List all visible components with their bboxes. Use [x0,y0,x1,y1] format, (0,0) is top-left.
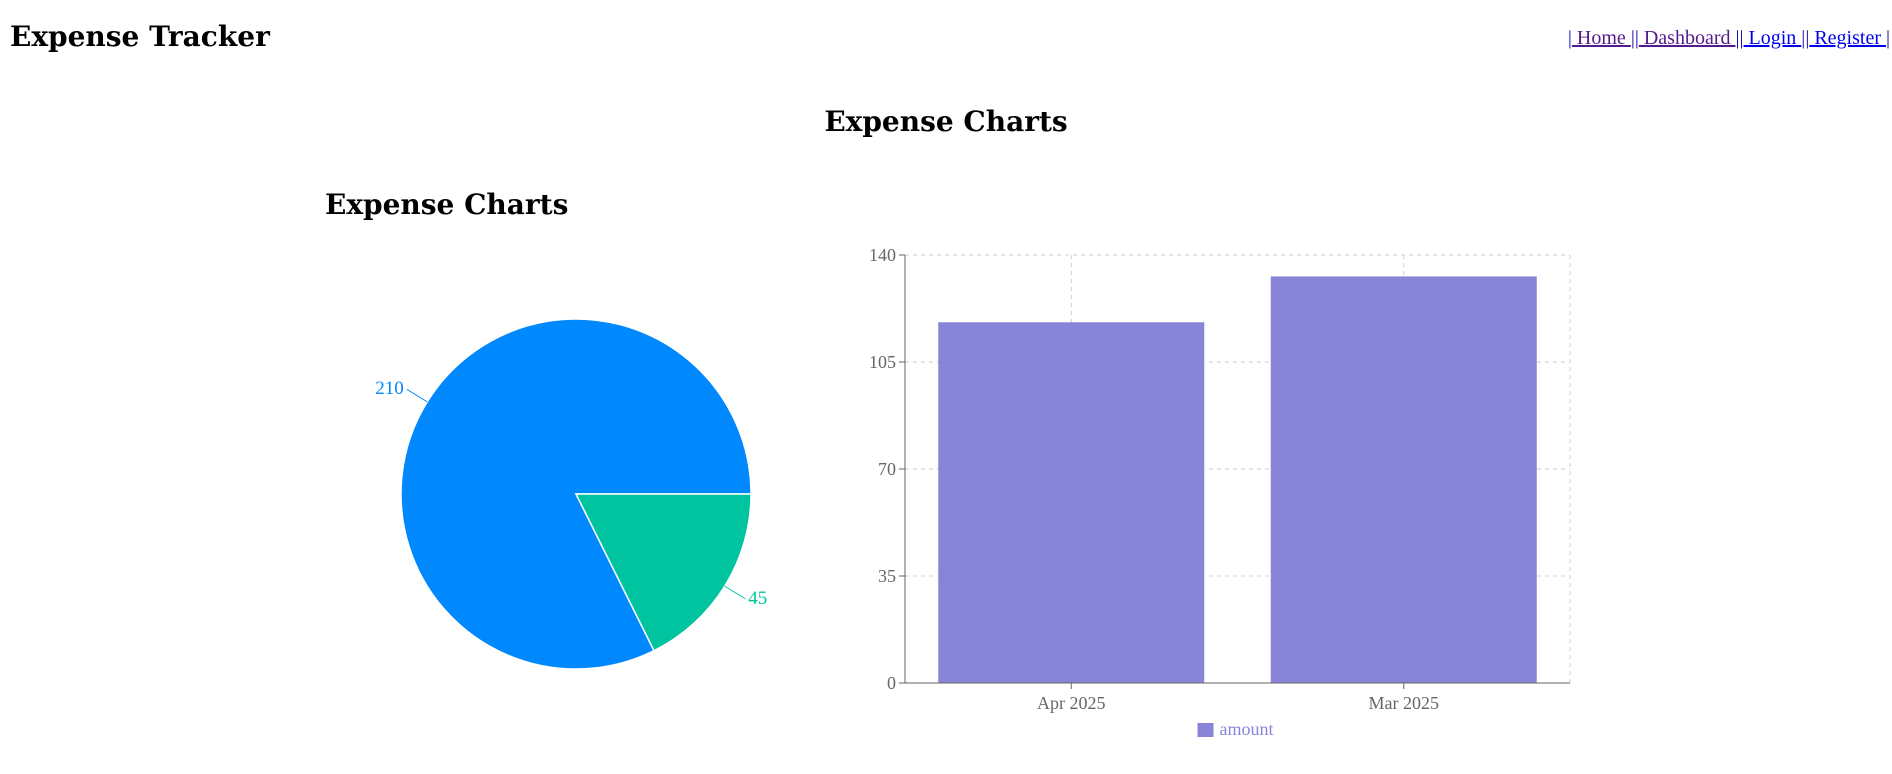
section-heading: Expense Charts [325,188,569,221]
bar[interactable] [938,322,1205,683]
nav-link-register[interactable]: Register [1809,27,1886,49]
nav-separator: | [1630,27,1635,49]
y-tick-label: 105 [869,352,896,372]
y-tick-label: 70 [878,459,896,479]
pie-data-label: 210 [375,378,404,399]
nav-separator: | [1567,27,1572,49]
legend-label[interactable]: amount [1220,719,1274,739]
y-tick-label: 35 [878,566,896,586]
nav-separator: | [1634,27,1639,49]
bar[interactable] [1270,276,1537,683]
nav-link-login[interactable]: Login [1743,27,1802,49]
bar-chart: 0 35 70 105 140 Apr 2025 Mar 2025 amount [869,245,1571,739]
nav-separator: | [1735,27,1740,49]
pie-label-line [724,585,746,600]
y-tick-label: 0 [887,673,896,693]
pie-chart: 210 45 [375,318,767,670]
nav-link-dashboard[interactable]: Dashboard [1638,27,1736,49]
y-tick-label: 140 [869,245,896,265]
pie-data-label: 45 [748,588,767,609]
nav-separator: | [1885,27,1890,49]
top-nav: | Home || Dashboard || Login || Register… [1568,27,1890,50]
nav-separator: | [1801,27,1806,49]
page-heading: Expense Charts [824,105,1068,138]
nav-separator: | [1739,27,1744,49]
x-tick-label: Apr 2025 [1037,693,1106,713]
app-title: Expense Tracker [10,20,270,53]
legend-swatch [1197,723,1214,737]
nav-separator: | [1805,27,1810,49]
x-tick-label: Mar 2025 [1369,693,1440,713]
pie-label-line [406,388,428,403]
nav-link-home[interactable]: Home [1571,27,1631,49]
